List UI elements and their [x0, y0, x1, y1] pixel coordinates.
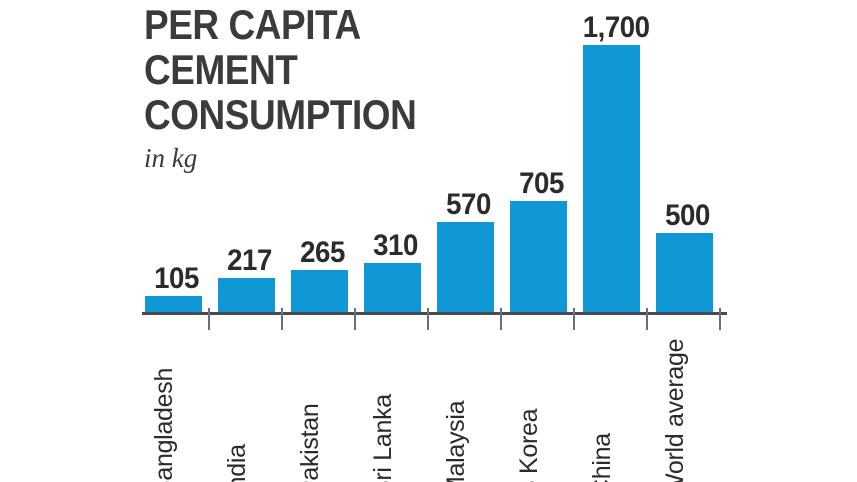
axis-tick	[719, 308, 721, 330]
bar-value-label: 570	[446, 188, 491, 221]
title-block: PER CAPITA CEMENT CONSUMPTION in kg	[144, 2, 574, 173]
axis-tick	[427, 308, 429, 330]
bar-world-average	[656, 233, 713, 312]
axis-tick	[208, 308, 210, 330]
bar-value-label: 500	[665, 199, 710, 232]
bar-value-label: 1,700	[582, 11, 650, 44]
bar-malaysia	[437, 222, 494, 312]
bar-bangladesh	[145, 296, 202, 312]
x-axis-line	[142, 312, 727, 315]
chart-subtitle: in kg	[144, 143, 198, 173]
axis-tick	[500, 308, 502, 330]
category-label-sri-lanka: Sri Lanka	[369, 394, 397, 482]
bar-india	[218, 278, 275, 312]
axis-tick	[354, 308, 356, 330]
bar-china	[583, 45, 640, 312]
category-label-s-korea: S Korea	[515, 408, 543, 482]
bar-value-label: 705	[519, 167, 564, 200]
category-label-malaysia: Malaysia	[442, 400, 470, 482]
bar-value-label: 217	[227, 244, 272, 277]
category-label-china: China	[588, 433, 616, 482]
bar-s-korea	[510, 201, 567, 312]
category-label-world-average: World average	[661, 338, 689, 482]
category-label-india: India	[223, 444, 251, 482]
bar-value-label: 265	[300, 236, 345, 269]
category-label-pakistan: Pakistan	[296, 403, 324, 482]
axis-tick	[573, 308, 575, 330]
category-label-bangladesh: Bangladesh	[150, 367, 178, 482]
bar-sri-lanka	[364, 263, 421, 312]
bar-pakistan	[291, 270, 348, 312]
axis-tick	[281, 308, 283, 330]
axis-tick	[646, 308, 648, 330]
bar-value-label: 105	[154, 262, 199, 295]
bar-value-label: 310	[373, 229, 418, 262]
page-title: PER CAPITA CEMENT CONSUMPTION	[144, 1, 417, 138]
